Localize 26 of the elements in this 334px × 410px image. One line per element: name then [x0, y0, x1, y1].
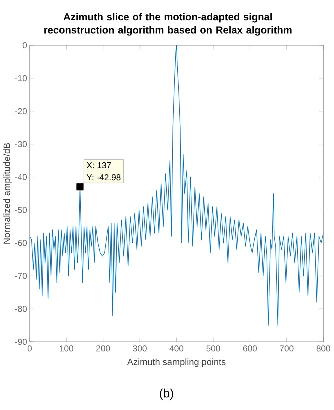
y-tick-label: -90 [15, 339, 28, 346]
y-axis-title: Normalized amplitude/dB [4, 143, 12, 244]
y-tick-label: -40 [15, 174, 28, 180]
annotation: X: 137 [86, 162, 112, 168]
y-tick-label: -20 [15, 108, 28, 114]
x-tick-label: 800 [316, 346, 330, 352]
x-tick-label: 600 [243, 346, 258, 352]
annotation: Y: -42.98 [86, 174, 121, 181]
x-tick-label: 500 [206, 346, 220, 352]
y-tick-label: -80 [15, 306, 28, 312]
y-tick-label: 0 [22, 42, 28, 49]
chart-title: Azimuth slice of the motion-adapted signal reconstruction algorithm based on Relax algorithm [44, 13, 292, 36]
x-tick-label: 200 [96, 346, 110, 352]
x-tick-label: 100 [60, 346, 74, 352]
x-tick-label: 300 [133, 346, 147, 352]
x-tick-label: 400 [170, 346, 184, 352]
y-tick-label: -30 [15, 141, 28, 148]
x-tick-label: 0 [28, 346, 32, 352]
x-axis-title: Azimuth sampling points [127, 358, 226, 368]
y-tick-label: -70 [15, 273, 28, 280]
text: (b) [160, 388, 174, 400]
y-tick-label: -60 [15, 240, 28, 246]
x-tick-label: 700 [280, 346, 294, 352]
y-tick-label: -10 [15, 75, 28, 82]
line-series [30, 45, 324, 326]
y-tick-label: -50 [15, 207, 28, 214]
